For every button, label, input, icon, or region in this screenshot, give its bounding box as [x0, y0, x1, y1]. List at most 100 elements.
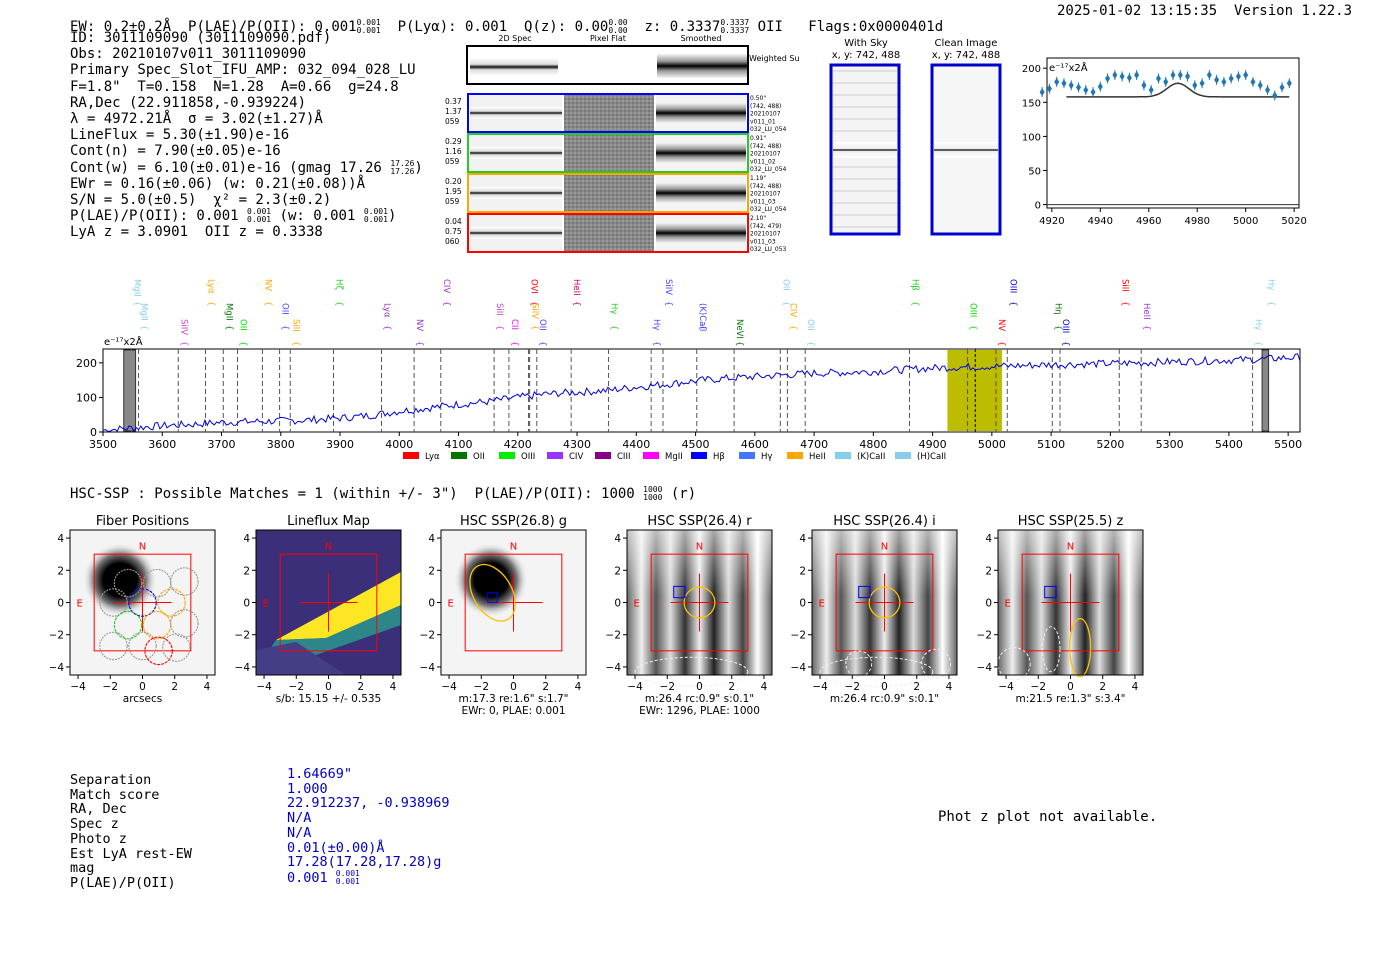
legend-swatch: [739, 452, 755, 459]
header-plae-label: P(LAE)/P(OII):: [188, 19, 307, 35]
emission-line-label: SiIV: [663, 279, 673, 295]
x-tick-label: −2: [103, 681, 118, 693]
hsc-panel-title: Lineflux Map: [287, 514, 370, 529]
header-version: Version 1.22.3: [1234, 3, 1353, 19]
source-circle: [683, 586, 716, 619]
emission-line-bracket: {: [528, 301, 538, 306]
with-sky-title: With Sky: [844, 38, 888, 49]
cutout-row-right-label: 20210107: [750, 191, 781, 198]
zoom-data-point: [1228, 74, 1234, 83]
zoom-plot-frame: [1046, 57, 1300, 209]
search-box: [279, 553, 378, 652]
cutout-row-2dspec-trace: [470, 227, 562, 239]
x-tick-label: −4: [256, 681, 272, 693]
east-label: E: [1005, 599, 1011, 610]
header-plya: P(Lyα): 0.001: [397, 19, 508, 35]
emission-line-bracket: {: [909, 301, 919, 306]
x-tick-label: −2: [1031, 681, 1046, 693]
emission-line-bracket: {: [608, 325, 618, 330]
spectrum-x-tick-label: 3500: [89, 438, 117, 451]
panel-caption: arcsecs: [123, 693, 162, 705]
y-tick-label: 4: [614, 533, 621, 545]
emission-line-bracket: {: [290, 341, 300, 346]
with-sky-coords: x, y: 742, 488: [831, 50, 901, 61]
emission-line-label: Hη: [1052, 303, 1062, 315]
emission-line-label: SiII: [494, 303, 504, 316]
cutout-row-left-label: 1.16: [445, 147, 462, 156]
info-id: ID: 3011109090 (3011109090.pdf): [70, 30, 332, 46]
y-tick-label: −4: [977, 662, 993, 674]
emission-line-label: CIV: [441, 279, 451, 293]
spectrum-y-axis: 200 100 0: [76, 357, 103, 439]
emission-line-label: Hγ: [651, 319, 661, 330]
zoom-x-tick-label: 5000: [1233, 216, 1258, 227]
spectrum-x-tick-label: 4300: [563, 438, 591, 451]
cutout-row-left-label: 0.04: [445, 217, 462, 226]
spectrum-x-tick-label: 3900: [326, 438, 354, 451]
zoom-data-point: [1286, 79, 1292, 88]
header-flags: Flags:0x0000401d: [808, 19, 944, 35]
x-tick-label: 2: [1099, 681, 1106, 693]
search-box: [1021, 553, 1120, 652]
emission-line-bracket: {: [1060, 341, 1070, 346]
cutout-col-title-2dspec: 2D Spec: [498, 34, 531, 43]
weighted-sum-label-text: Weighted Sum: [749, 54, 800, 63]
x-tick-label: 4: [575, 681, 582, 693]
spectrum-x-tick-label: 5200: [1096, 438, 1124, 451]
cutout-row-right-label: 032_LU_054: [750, 126, 787, 133]
zoom-data-point: [1097, 82, 1103, 91]
header-z-line: OII: [757, 19, 783, 35]
zoom-x-tick-label: 4960: [1136, 216, 1161, 227]
cutout-row-2dspec-trace: [470, 147, 562, 159]
spectrum-y-tick-label: 100: [76, 391, 97, 404]
info-radec: RA,Dec (22.911858,-0.939224): [70, 94, 307, 111]
info-block: ID: 3011109090 (3011109090.pdf) Obs: 202…: [70, 30, 423, 241]
y-tick-label: 0: [243, 598, 250, 610]
x-tick-label: 4: [1132, 681, 1139, 693]
cutout-row-pixelflat: [564, 215, 654, 251]
emission-line-bracket: {: [968, 325, 978, 330]
zoom-y-tick-label: 100: [1022, 132, 1041, 143]
with-sky-trace: [833, 142, 897, 158]
x-tick-label: 2: [171, 681, 178, 693]
y-tick-label: 0: [614, 598, 621, 610]
search-box: [93, 553, 192, 652]
cutout-row-smoothed-trace: [656, 183, 746, 203]
hsc-panel: Fiber Positions N E 4 2 0 −2 −4 −4 −2 0 2 4 arcsecs: [50, 514, 216, 705]
east-label: E: [448, 599, 454, 610]
fiber-circle: [128, 631, 157, 661]
cutout-row-right-label: (742, 488): [750, 143, 781, 150]
lineflux-low-region: [256, 642, 346, 675]
emission-line-label: NV: [262, 279, 272, 291]
emission-line-bracket: {: [382, 325, 392, 330]
aperture-square: [858, 585, 871, 599]
hsc-panel: HSC SSP(25.5) z N E 4 2 0 −2 −4 −4 −2 0 2 4 m:21.5 re…: [977, 514, 1144, 705]
zoom-data-point: [1061, 79, 1067, 88]
zoom-data-points: [1039, 70, 1292, 101]
emission-line-bracket: {: [663, 301, 673, 306]
zoom-data-point: [1192, 81, 1198, 90]
cutout-row-left-label: 059: [445, 117, 460, 126]
weighted-sum-smoothed: [657, 54, 747, 78]
zoom-data-point: [1235, 72, 1241, 81]
hsc-panel: HSC SSP(26.8) g N E 4 2 0 −2 −4 −4 −2 0 2 4 m:17.3 re…: [420, 514, 587, 717]
cutout-row-left-label: 1.37: [445, 107, 462, 116]
emission-line-label: MgII: [223, 303, 233, 321]
emission-line-bracket: {: [509, 341, 519, 346]
hsc-title-sup: 1000: [643, 485, 663, 494]
zoom-y-tick-label: 0: [1035, 201, 1041, 212]
cutout-row-right-label: v011_01: [750, 118, 776, 125]
east-label: E: [77, 599, 83, 610]
info-plae: P(LAE)/P(OII): 0.001: [70, 208, 239, 225]
match-plae-value: 0.001: [287, 869, 328, 886]
x-tick-label: −4: [998, 681, 1014, 693]
panel-caption-2: EWr: 1296, PLAE: 1000: [639, 705, 760, 717]
header-qz-label: Q(z):: [524, 19, 567, 35]
info-plae-w: (w: 0.001: [279, 208, 356, 225]
cutout-grid: 2D Spec Pixel Flat Smoothed Weighted Sum…: [445, 34, 800, 253]
y-tick-label: 4: [985, 533, 992, 545]
match-row-label: Separation: [70, 772, 152, 788]
zoom-data-point: [1141, 81, 1147, 90]
legend-swatch: [403, 452, 419, 459]
spectrum-legend: Lyα OII OIII CIV CIII MgII Hβ Hγ HeII (K)CaII (H)C…: [403, 452, 946, 462]
